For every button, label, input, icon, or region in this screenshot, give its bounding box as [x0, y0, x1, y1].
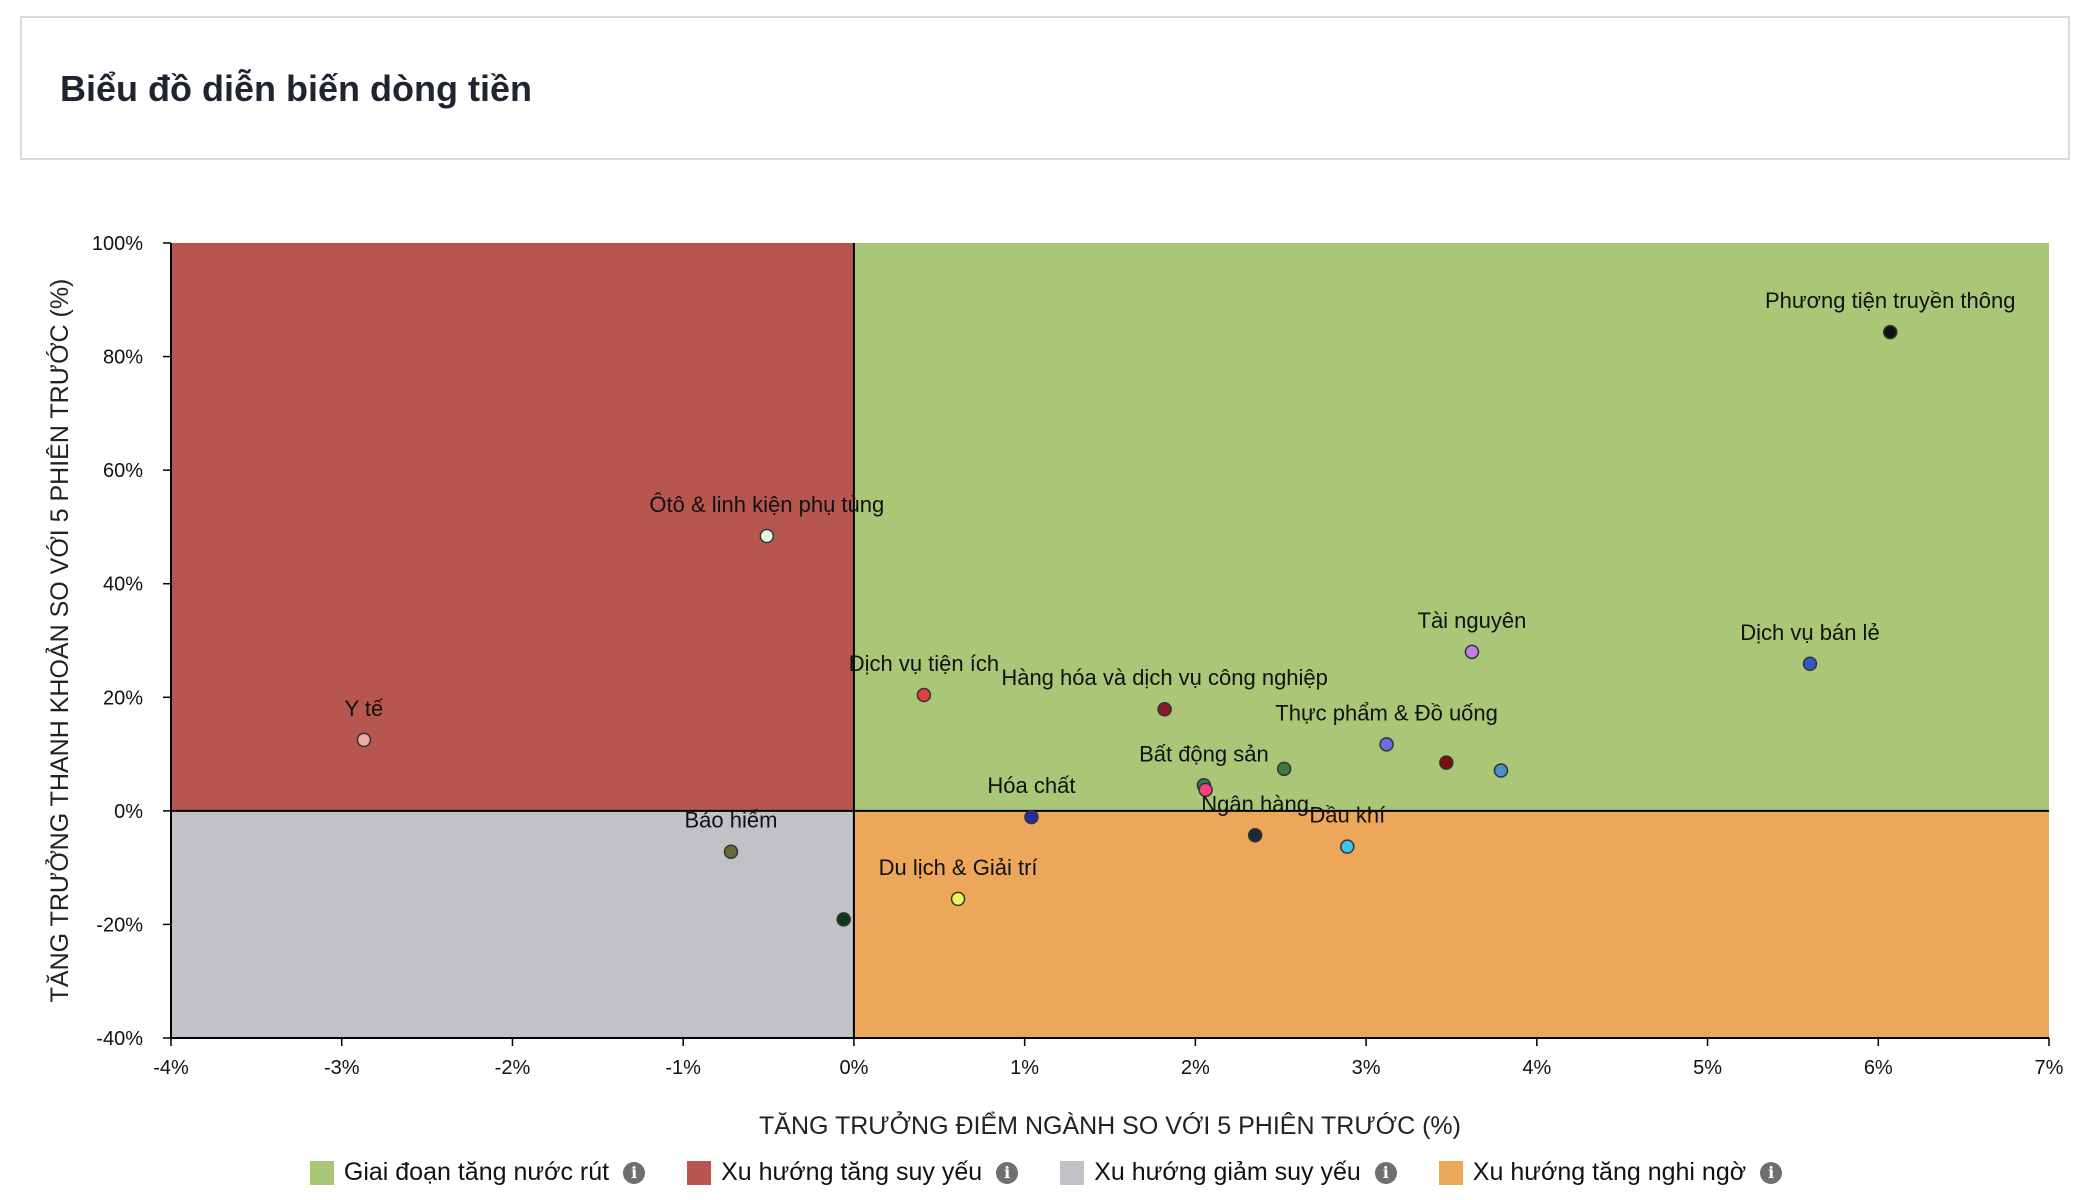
data-point [1464, 644, 1480, 660]
chart-header-card: Biểu đồ diễn biến dòng tiền [20, 16, 2070, 160]
page-title: Biểu đồ diễn biến dòng tiền [60, 68, 532, 109]
y-tick-label: -40% [96, 1028, 143, 1050]
data-point [1439, 755, 1454, 770]
legend-item-xu-huong-giam-suy-yeu[interactable]: Xu hướng giảm suy yếu i [1060, 1158, 1397, 1187]
y-axis-title: TĂNG TRƯỞNG THANH KHOẢN SO VỚI 5 PHIÊN T… [44, 279, 74, 1003]
legend-swatch [687, 1160, 712, 1185]
info-icon[interactable]: i [1374, 1161, 1397, 1184]
x-tick-label: 0% [839, 1057, 868, 1079]
legend-swatch [1438, 1160, 1463, 1185]
x-tick-label: 6% [1864, 1057, 1893, 1079]
data-point [1024, 809, 1039, 825]
data-point [1493, 763, 1509, 778]
x-tick-label: -3% [324, 1057, 360, 1079]
quadrant-region [853, 243, 2049, 811]
data-point [1276, 761, 1292, 777]
data-label: Dịch vụ tiện ích [849, 651, 999, 676]
data-label: Y tế [345, 696, 384, 721]
y-tick-label: -20% [96, 914, 143, 936]
x-axis-title: TĂNG TRƯỞNG ĐIỂM NGÀNH SO VỚI 5 PHIÊN TR… [759, 1110, 1461, 1140]
y-tick-label: 80% [103, 347, 143, 369]
data-points [356, 324, 1898, 927]
x-tick-label: 4% [1522, 1057, 1551, 1079]
x-tick-label: -4% [153, 1057, 189, 1079]
x-tick-label: 1% [1010, 1057, 1039, 1079]
point-labels: Phương tiện truyền thông Ôtô & linh kiện … [345, 288, 2016, 880]
quadrant-region [171, 243, 854, 811]
data-point [1379, 737, 1394, 752]
y-tick-label: 20% [103, 687, 143, 709]
x-tick-label: 3% [1352, 1057, 1381, 1079]
data-point [1247, 828, 1263, 843]
data-point [723, 844, 739, 859]
data-point [1198, 782, 1213, 798]
data-point [1157, 701, 1172, 717]
legend-label: Xu hướng tăng suy yếu [721, 1158, 983, 1186]
info-icon[interactable]: i [623, 1161, 646, 1184]
x-tick-label: -2% [495, 1057, 531, 1079]
legend-item-xu-huong-tang-nghi-ngo[interactable]: Xu hướng tăng nghi ngờ i [1438, 1158, 1783, 1187]
info-icon[interactable]: i [1760, 1161, 1783, 1184]
data-point [1802, 656, 1818, 672]
y-tick-label: 0% [114, 801, 143, 823]
data-label: Hàng hóa và dịch vụ công nghiệp [1001, 665, 1328, 690]
data-point [1882, 324, 1898, 340]
data-label: Du lịch & Giải trí [879, 855, 1038, 880]
data-label: Ôtô & linh kiện phụ tùng [649, 492, 884, 517]
legend-label: Xu hướng giảm suy yếu [1094, 1158, 1361, 1186]
legend-swatch [1060, 1160, 1085, 1185]
quadrant-region [853, 810, 2049, 1038]
x-tick-label: 2% [1181, 1057, 1210, 1079]
data-label: Thực phẩm & Đồ uống [1275, 700, 1498, 725]
data-point [1340, 839, 1355, 854]
chart-axes: -4% -3% -2% -1% 0% 1% 2% 3% 4% 5% 6% 7% -40% -20% 0% 20… [92, 233, 2064, 1079]
info-icon[interactable]: i [996, 1161, 1019, 1184]
chart-legend: Giai đoạn tăng nước rút i Xu hướng tăng … [0, 1158, 2092, 1187]
legend-label: Xu hướng tăng nghi ngờ [1472, 1158, 1747, 1186]
y-tick-label: 40% [103, 574, 143, 596]
legend-label: Giai đoạn tăng nước rút [343, 1158, 610, 1186]
x-tick-label: 5% [1693, 1057, 1722, 1079]
data-label: Tài nguyên [1418, 608, 1527, 633]
x-tick-label: 7% [2035, 1057, 2064, 1079]
data-label: Bất động sản [1139, 741, 1269, 766]
data-label: Phương tiện truyền thông [1765, 288, 2016, 313]
quadrant-backgrounds [171, 243, 2049, 1038]
legend-swatch [309, 1160, 334, 1185]
y-tick-label: 100% [92, 233, 143, 255]
x-tick-label: -1% [665, 1057, 701, 1079]
data-label: Dịch vụ bán lẻ [1740, 620, 1879, 645]
data-point [836, 912, 851, 927]
data-point [759, 528, 775, 544]
data-label: Hóa chất [987, 773, 1075, 798]
data-label: Bảo hiểm [685, 808, 778, 833]
data-point [356, 732, 372, 748]
legend-item-xu-huong-tang-suy-yeu[interactable]: Xu hướng tăng suy yếu i [687, 1158, 1019, 1187]
quadrant-region [171, 810, 854, 1038]
legend-item-giai-doan-tang-nuoc-rut[interactable]: Giai đoạn tăng nước rút i [309, 1158, 646, 1187]
data-point [916, 687, 932, 703]
data-point [950, 891, 966, 907]
y-tick-label: 60% [103, 460, 143, 482]
data-label: Ngân hàng [1201, 791, 1309, 816]
data-label: Dầu khí [1309, 803, 1385, 828]
